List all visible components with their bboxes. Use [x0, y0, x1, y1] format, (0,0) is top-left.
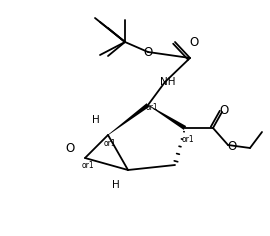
Text: or1: or1 — [82, 160, 94, 169]
Text: or1: or1 — [146, 104, 158, 113]
Text: O: O — [227, 140, 237, 153]
Text: H: H — [92, 115, 100, 125]
Text: O: O — [65, 142, 75, 155]
Text: H: H — [112, 180, 120, 190]
Text: O: O — [219, 104, 229, 117]
Text: or1: or1 — [104, 139, 116, 148]
Text: NH: NH — [160, 77, 176, 87]
Text: or1: or1 — [182, 135, 194, 144]
Text: O: O — [143, 46, 153, 59]
Polygon shape — [108, 103, 149, 135]
Polygon shape — [148, 105, 186, 130]
Text: O: O — [189, 35, 199, 49]
